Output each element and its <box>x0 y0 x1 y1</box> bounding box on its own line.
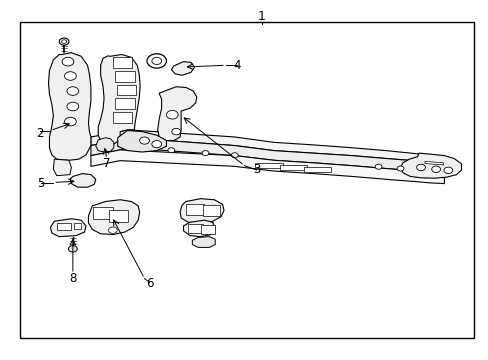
Bar <box>113 112 132 123</box>
Circle shape <box>64 72 76 80</box>
Polygon shape <box>91 150 444 184</box>
Polygon shape <box>180 199 224 223</box>
Text: 5: 5 <box>38 177 45 190</box>
Polygon shape <box>279 165 306 170</box>
Circle shape <box>61 40 66 43</box>
Bar <box>202 206 220 216</box>
Circle shape <box>64 117 76 126</box>
Polygon shape <box>183 220 215 237</box>
Circle shape <box>108 227 117 233</box>
Circle shape <box>431 166 440 172</box>
Polygon shape <box>255 163 282 168</box>
Circle shape <box>374 164 381 169</box>
Circle shape <box>59 38 69 45</box>
Polygon shape <box>158 87 196 140</box>
Bar <box>20 22 473 338</box>
Bar <box>115 98 135 109</box>
Bar <box>109 210 128 222</box>
Text: 3: 3 <box>252 163 260 176</box>
Circle shape <box>231 153 238 158</box>
Polygon shape <box>88 200 140 234</box>
Text: 8: 8 <box>69 272 77 285</box>
Bar <box>57 223 71 230</box>
Polygon shape <box>96 138 114 152</box>
Circle shape <box>67 102 79 111</box>
Bar <box>185 204 203 215</box>
Bar <box>93 207 113 220</box>
Polygon shape <box>424 161 443 165</box>
Circle shape <box>67 87 79 95</box>
Bar <box>117 85 136 95</box>
Polygon shape <box>53 159 71 176</box>
Circle shape <box>147 54 166 68</box>
Circle shape <box>202 150 208 156</box>
Bar <box>113 57 132 68</box>
Circle shape <box>68 246 77 252</box>
Polygon shape <box>171 62 194 75</box>
Circle shape <box>140 137 149 144</box>
Polygon shape <box>70 174 96 187</box>
Text: 1: 1 <box>257 10 265 23</box>
Circle shape <box>152 57 161 64</box>
Polygon shape <box>98 54 140 144</box>
Bar <box>200 225 215 234</box>
Circle shape <box>166 111 178 119</box>
Polygon shape <box>118 131 166 152</box>
Polygon shape <box>50 219 86 237</box>
Circle shape <box>416 164 425 171</box>
Polygon shape <box>192 237 215 247</box>
Text: 2: 2 <box>36 127 43 140</box>
Bar <box>74 223 81 229</box>
Circle shape <box>167 148 174 153</box>
Polygon shape <box>91 130 444 163</box>
Circle shape <box>171 129 180 135</box>
Circle shape <box>62 57 74 66</box>
Polygon shape <box>91 138 444 173</box>
Circle shape <box>152 140 161 148</box>
Polygon shape <box>400 153 461 178</box>
Text: 4: 4 <box>233 59 241 72</box>
Circle shape <box>396 166 403 171</box>
Bar <box>188 224 203 233</box>
Polygon shape <box>304 167 330 172</box>
Text: 7: 7 <box>103 157 110 170</box>
Bar <box>115 71 135 82</box>
Polygon shape <box>48 53 91 160</box>
Circle shape <box>443 167 452 174</box>
Text: 6: 6 <box>145 278 153 291</box>
